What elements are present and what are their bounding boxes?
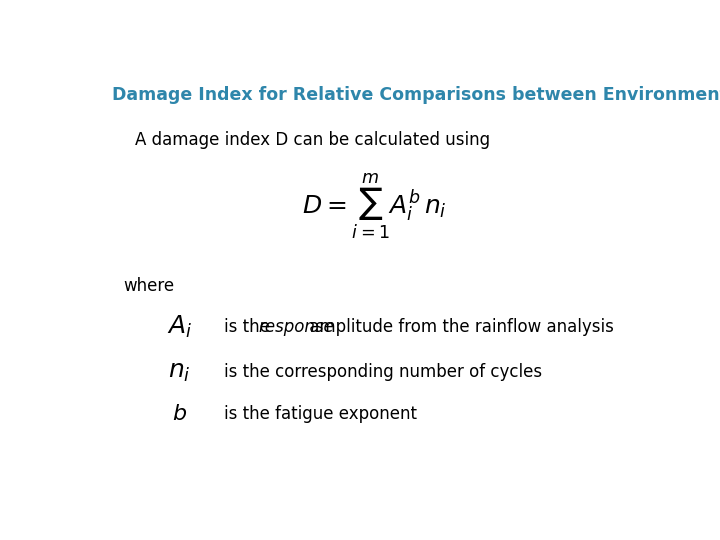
Text: is the: is the: [224, 318, 275, 336]
Text: Damage Index for Relative Comparisons between Environments: Damage Index for Relative Comparisons be…: [112, 85, 720, 104]
Text: where: where: [124, 277, 175, 295]
Text: A damage index D can be calculated using: A damage index D can be calculated using: [135, 131, 490, 150]
Text: is the corresponding number of cycles: is the corresponding number of cycles: [224, 363, 542, 381]
Text: $n_{i}$: $n_{i}$: [168, 361, 191, 384]
Text: amplitude from the rainflow analysis: amplitude from the rainflow analysis: [305, 318, 614, 336]
Text: is the fatigue exponent: is the fatigue exponent: [224, 405, 417, 423]
Text: $D=\sum_{i=1}^{m} A_{i}^{b}\, n_{i}$: $D=\sum_{i=1}^{m} A_{i}^{b}\, n_{i}$: [302, 171, 446, 241]
Text: $A_{i}$: $A_{i}$: [166, 314, 192, 340]
Text: response: response: [258, 318, 334, 336]
Text: $b$: $b$: [172, 404, 186, 424]
